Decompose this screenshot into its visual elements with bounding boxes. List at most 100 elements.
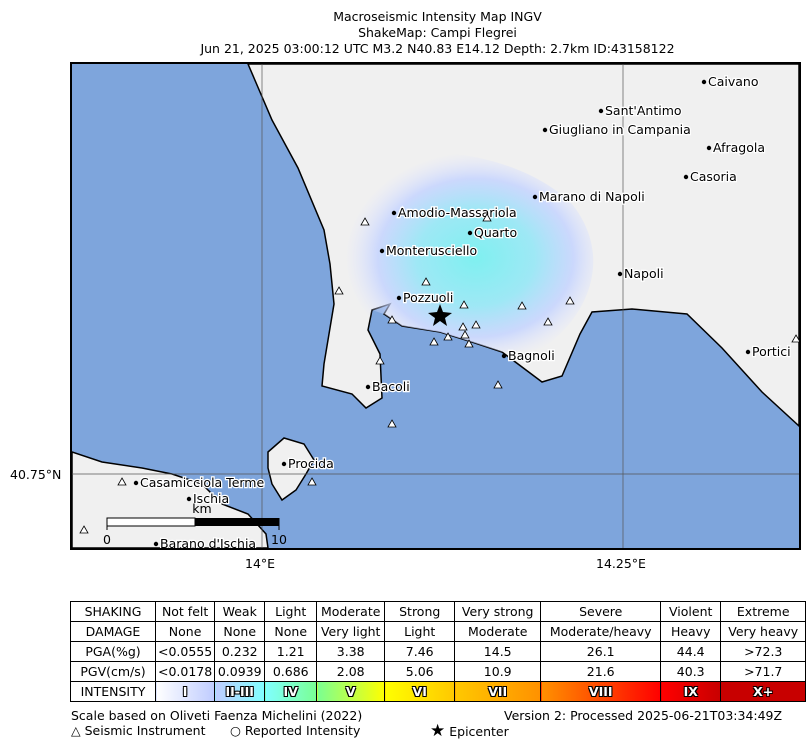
- svg-text:Bacoli: Bacoli: [372, 379, 410, 394]
- place-casamicciola-terme[interactable]: Casamicciola Terme: [133, 474, 266, 491]
- svg-text:Pozzuoli: Pozzuoli: [403, 290, 453, 305]
- circle-icon: ○: [230, 723, 241, 738]
- legend-cell: Strong: [384, 601, 456, 622]
- legend-cell: >71.7: [720, 661, 807, 682]
- seismic-station-icon[interactable]: [429, 337, 439, 346]
- legend-cell: Light: [264, 601, 318, 622]
- intensity-map[interactable]: Caivano Sant'Antimo Giugliano in Campania A…: [70, 62, 801, 550]
- seismic-station-icon[interactable]: [543, 317, 553, 326]
- seismic-station-icon[interactable]: [387, 419, 397, 428]
- legend-cell: 26.1: [540, 641, 662, 662]
- place-giugliano-in-campania[interactable]: Giugliano in Campania: [542, 121, 692, 138]
- legend-cell: None: [214, 621, 266, 642]
- legend-cell: None: [264, 621, 318, 642]
- map-canvas: Caivano Sant'Antimo Giugliano in Campania A…: [72, 64, 799, 548]
- place-portici[interactable]: Portici: [745, 343, 792, 360]
- seismic-station-icon[interactable]: [443, 332, 453, 341]
- key-reported: ○ Reported Intensity: [230, 723, 361, 738]
- place-bacoli[interactable]: Bacoli: [365, 378, 411, 395]
- seismic-station-icon[interactable]: [79, 525, 89, 534]
- scale-min: 0: [103, 532, 111, 547]
- seismic-station-icon[interactable]: [517, 301, 527, 310]
- map-subtitle: ShakeMap: Campi Flegrei: [358, 25, 517, 40]
- legend-cell: 3.38: [316, 641, 386, 662]
- intensity-swatch: VII: [454, 681, 542, 702]
- legend-cell: <0.0555: [154, 641, 216, 662]
- intensity-swatch: IV: [264, 681, 318, 702]
- epicenter-star[interactable]: [428, 304, 452, 326]
- svg-text:Barano d'Ischia: Barano d'Ischia: [160, 536, 256, 548]
- legend-cell: >72.3: [720, 641, 807, 662]
- legend-cell: Moderate: [454, 621, 542, 642]
- seismic-station-icon[interactable]: [458, 322, 468, 331]
- svg-text:Ischia: Ischia: [193, 491, 229, 506]
- legend-cell: 5.06: [384, 661, 456, 682]
- place-ischia[interactable]: Ischia: [186, 490, 230, 507]
- place-afragola[interactable]: Afragola: [706, 139, 766, 156]
- intensity-legend-table: SHAKING Not felt Weak Light Moderate Strong Ve…: [70, 601, 807, 702]
- longitude-label-14-25e: 14.25°E: [596, 556, 646, 571]
- legend-row-header: PGV(cm/s): [70, 661, 156, 682]
- place-sant-antimo[interactable]: Sant'Antimo: [598, 102, 683, 119]
- seismic-station-icon[interactable]: [464, 339, 474, 348]
- place-caivano[interactable]: Caivano: [701, 73, 760, 90]
- legend-cell: Heavy: [660, 621, 722, 642]
- seismic-station-icon[interactable]: [459, 300, 469, 309]
- longitude-label-14e: 14°E: [245, 556, 276, 571]
- legend-cell: Severe: [540, 601, 662, 622]
- legend-row-header: PGA(%g): [70, 641, 156, 662]
- legend-cell: None: [154, 621, 216, 642]
- seismic-station-icon[interactable]: [375, 356, 385, 365]
- seismic-station-icon[interactable]: [791, 334, 799, 343]
- legend-cell: 1.21: [264, 641, 318, 662]
- seismic-station-icon[interactable]: [387, 315, 397, 324]
- legend-cell: 40.3: [660, 661, 722, 682]
- legend-row-pga-g-: PGA(%g) <0.0555 0.232 1.21 3.38 7.46 14.5 26.1 4…: [70, 641, 807, 662]
- place-bagnoli[interactable]: Bagnoli: [501, 347, 556, 364]
- scale-note: Scale based on Oliveti Faenza Michelini …: [71, 708, 363, 723]
- seismic-station-icon[interactable]: [360, 217, 370, 226]
- legend-cell: 2.08: [316, 661, 386, 682]
- seismic-station-icon[interactable]: [421, 277, 431, 286]
- intensity-swatch: VI: [384, 681, 456, 702]
- place-quarto[interactable]: Quarto: [467, 224, 518, 241]
- intensity-swatch: VIII: [540, 681, 662, 702]
- event-info: Jun 21, 2025 03:00:12 UTC M3.2 N40.83 E1…: [200, 41, 675, 56]
- place-pozzuoli[interactable]: Pozzuoli: [396, 289, 455, 306]
- legend-cell: 44.4: [660, 641, 722, 662]
- intensity-swatch: IX: [660, 681, 722, 702]
- place-barano-d-ischia[interactable]: Barano d'Ischia: [153, 535, 257, 548]
- intensity-swatch: I: [154, 681, 216, 702]
- place-procida[interactable]: Procida: [281, 455, 335, 472]
- svg-text:Quarto: Quarto: [474, 225, 517, 240]
- seismic-station-icon[interactable]: [471, 320, 481, 329]
- place-marano-di-napoli[interactable]: Marano di Napoli: [532, 188, 646, 205]
- latitude-label: 40.75°N: [10, 467, 62, 482]
- seismic-station-icon[interactable]: [334, 286, 344, 295]
- key-epicenter: ★ Epicenter: [430, 721, 509, 741]
- legend-cell: Extreme: [720, 601, 807, 622]
- seismic-station-icon[interactable]: [565, 296, 575, 305]
- place-napoli[interactable]: Napoli: [617, 265, 665, 282]
- legend-cell: Very heavy: [720, 621, 807, 642]
- legend-row-header: INTENSITY: [70, 681, 156, 702]
- seismic-station-icon[interactable]: [482, 213, 492, 222]
- seismic-station-icon[interactable]: [117, 477, 127, 486]
- legend-cell: 7.46: [384, 641, 456, 662]
- legend-row-pgv-cm-s-: PGV(cm/s) <0.0178 0.0939 0.686 2.08 5.06 10.9 2…: [70, 661, 807, 682]
- place-casoria[interactable]: Casoria: [683, 168, 738, 185]
- seismic-station-icon[interactable]: [460, 330, 470, 339]
- place-monterusciello[interactable]: Monterusciello: [379, 242, 478, 259]
- svg-text:Caivano: Caivano: [708, 74, 759, 89]
- place-amodio-massariola[interactable]: Amodio-Massariola: [391, 204, 518, 221]
- legend-row-header: SHAKING: [70, 601, 156, 622]
- key-instrument: △ Seismic Instrument: [71, 723, 206, 738]
- svg-text:Portici: Portici: [752, 344, 791, 359]
- shaking-area: [332, 151, 594, 364]
- seismic-station-icon[interactable]: [307, 477, 317, 486]
- legend-cell: 0.686: [264, 661, 318, 682]
- procida-island: [267, 437, 315, 502]
- seismic-station-icon[interactable]: [493, 380, 503, 389]
- svg-text:Casamicciola Terme: Casamicciola Terme: [140, 475, 264, 490]
- map-title: Macroseismic Intensity Map INGV: [333, 9, 542, 24]
